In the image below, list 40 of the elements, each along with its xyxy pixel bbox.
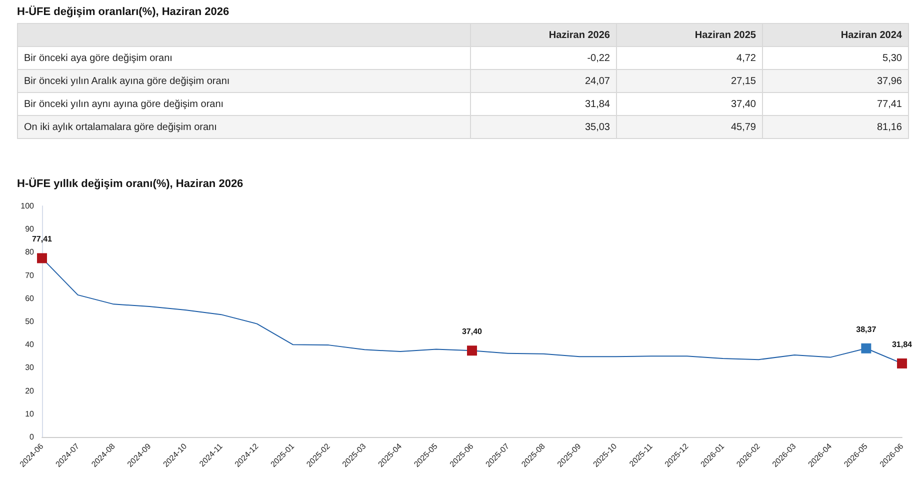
point	[897, 358, 907, 368]
y-tick-label: 50	[25, 317, 35, 326]
text: 37,40	[730, 98, 756, 110]
data-label: 37,40	[462, 327, 483, 336]
category-label: Bir önceki aya göre değişim oranı	[24, 52, 172, 64]
y-tick-label: 80	[25, 248, 35, 257]
y-tick-label: 30	[25, 363, 35, 372]
category-label: Bir önceki yılın Aralık ayına göre değişim oranı	[24, 76, 230, 86]
y-tick-label: 60	[25, 294, 35, 303]
point	[37, 253, 47, 264]
text: 31,84	[584, 98, 610, 110]
y-tick-label: 10	[25, 409, 35, 418]
chart-title: H-ÜFE yıllık değişim oranı(%), Haziran 2026	[17, 178, 244, 190]
point	[467, 346, 477, 356]
category-label: Bir önceki yılın aynı ayına göre değişim oranı	[24, 98, 224, 110]
data-label: 38,37	[856, 324, 877, 334]
text: -0,22	[587, 52, 610, 64]
y-tick-label: 40	[25, 340, 35, 350]
y-tick-label: 20	[25, 386, 35, 396]
y-tick-label: 100	[20, 202, 35, 210]
text: 45,79	[730, 122, 756, 132]
text: 81,16	[876, 122, 902, 132]
category-label: Haziran 2024	[762, 24, 908, 46]
data-label: 31,84	[892, 340, 913, 349]
y-tick-label: 90	[25, 224, 35, 234]
point	[861, 343, 872, 354]
category-label: Haziran 2026	[470, 24, 616, 46]
text: 37,96	[876, 76, 902, 86]
text: H-ÜFE değişim oranları(%), Haziran 2026	[17, 6, 230, 18]
y-tick-label: 0	[30, 432, 35, 442]
category-label: Haziran 2025	[616, 24, 762, 46]
y-tick-label: 70	[25, 270, 35, 280]
text: 24,07	[584, 76, 610, 86]
text: 4,72	[736, 52, 756, 64]
text: 35,03	[584, 122, 610, 132]
data-label: 77,41	[32, 234, 53, 244]
text: 27,15	[730, 76, 756, 86]
category-label: On iki aylık ortalamalara göre değişim oranı	[24, 122, 217, 132]
text: 77,41	[876, 98, 902, 110]
text: 5,30	[882, 52, 902, 64]
